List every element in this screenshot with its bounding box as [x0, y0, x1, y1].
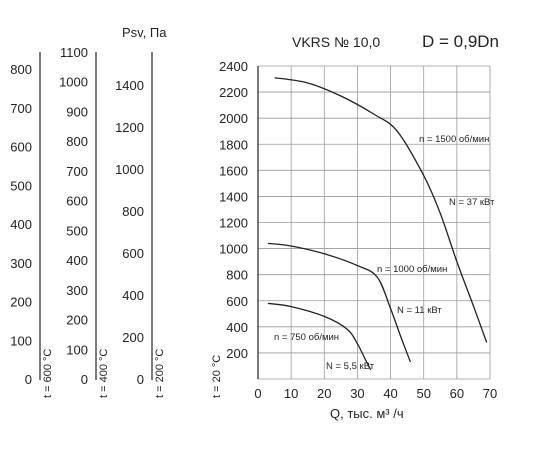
- series-speed-label: n = 1500 об/мин: [419, 134, 489, 145]
- temperature-tick-label: 600: [10, 140, 32, 155]
- y-tick-label: 1600: [219, 163, 248, 178]
- series-annotations: n = 1500 об/мин N = 37 кВт n = 1000 об/мин…: [274, 134, 495, 372]
- y-axis-label: Psv, Па: [122, 25, 167, 40]
- x-tick-label: 70: [483, 386, 497, 401]
- y-tick-label: 800: [226, 268, 248, 283]
- y-tick-label: 1400: [219, 189, 248, 204]
- y-tick-label: 1800: [219, 137, 248, 152]
- y-tick-label: 400: [226, 320, 248, 335]
- temperature-tick-label: 800: [66, 134, 88, 149]
- x-tick-label: 10: [284, 386, 298, 401]
- temperature-tick-label: 700: [66, 164, 88, 179]
- x-tick-label: 60: [450, 386, 464, 401]
- temperature-tick-label: 200: [122, 330, 144, 345]
- temperature-tick-label: 900: [66, 104, 88, 119]
- temperature-tick-label: 100: [10, 333, 32, 348]
- temperature-tick-label: 400: [122, 288, 144, 303]
- temperature-tick-label: 300: [10, 256, 32, 271]
- y-tick-label: 2400: [219, 59, 248, 74]
- series-power-label: N = 5,5 кВт: [326, 361, 375, 372]
- y-tick-label: 1000: [219, 242, 248, 257]
- temperature-axis-label: t = 400 °C: [98, 349, 110, 398]
- series-power-label: N = 11 кВт: [397, 305, 442, 316]
- y-tick-label: 600: [226, 294, 248, 309]
- series-speed-label: n = 750 об/мин: [274, 332, 339, 343]
- temperature-tick-label: 600: [66, 194, 88, 209]
- temperature-tick-label: 1200: [115, 120, 144, 135]
- series-speed-label: n = 1000 об/мин: [377, 264, 447, 275]
- temperature-tick-label: 300: [66, 283, 88, 298]
- y-tick-label: 200: [226, 346, 248, 361]
- temperature-tick-label: 700: [10, 101, 32, 116]
- temperature-tick-label: 200: [10, 295, 32, 310]
- y-tick-label: 1200: [219, 216, 248, 231]
- temperature-tick-label: 1400: [115, 78, 144, 93]
- chart-subtitle: D = 0,9Dn: [422, 32, 499, 51]
- temperature-tick-label: 800: [10, 62, 32, 77]
- x-tick-label: 0: [254, 386, 261, 401]
- grid: [257, 65, 491, 380]
- x-tick-label: 40: [383, 386, 397, 401]
- temperature-tick-label: 400: [66, 253, 88, 268]
- temperature-tick-label: 0: [137, 372, 144, 387]
- x-axis-label: Q, тыс. м³ /ч: [330, 406, 404, 421]
- temperature-tick-label: 400: [10, 217, 32, 232]
- x-tick-labels: 0 10 20 30 40 50 60 70: [254, 386, 497, 401]
- x-tick-label: 50: [416, 386, 430, 401]
- temperature-tick-label: 1000: [59, 75, 88, 90]
- series-line: [267, 242, 412, 363]
- series-curves: [267, 77, 488, 371]
- temperature-tick-label: 200: [66, 313, 88, 328]
- series-line: [274, 77, 488, 343]
- temperature-tick-label: 600: [122, 246, 144, 261]
- temperature-axes: t = 20 °Ct = 200 °C020040060080010001200…: [10, 45, 223, 398]
- x-tick-label: 20: [317, 386, 331, 401]
- series-power-label: N = 37 кВт: [449, 197, 495, 208]
- temperature-tick-label: 1100: [60, 45, 88, 60]
- temperature-tick-label: 0: [81, 372, 88, 387]
- temperature-tick-label: 500: [66, 223, 88, 238]
- series-line: [267, 302, 372, 371]
- y-tick-labels: 200 400 600 800 1000 1200 1400 1600 1800 2000 2200…: [219, 59, 248, 361]
- y-tick-label: 2200: [219, 85, 248, 100]
- x-tick-label: 30: [350, 386, 364, 401]
- temperature-tick-label: 100: [66, 342, 88, 357]
- temperature-axis-label: t = 600 °C: [42, 349, 54, 398]
- temperature-tick-label: 1000: [115, 162, 144, 177]
- chart-title: VKRS № 10,0: [292, 34, 380, 50]
- temperature-tick-label: 800: [122, 204, 144, 219]
- temperature-tick-label: 500: [10, 178, 32, 193]
- y-tick-label: 2000: [219, 111, 248, 126]
- temperature-axis-label: t = 200 °C: [154, 349, 166, 398]
- temperature-axis-label: t = 20 °C: [211, 355, 223, 398]
- temperature-tick-label: 0: [25, 372, 32, 387]
